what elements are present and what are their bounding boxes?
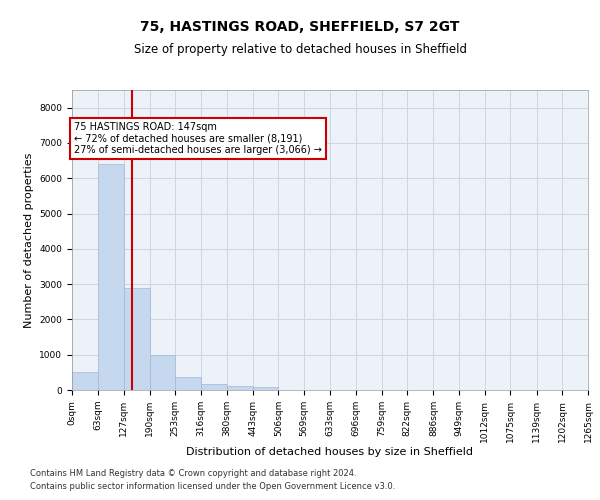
Bar [201,384,227,390]
Text: 75, HASTINGS ROAD, SHEFFIELD, S7 2GT: 75, HASTINGS ROAD, SHEFFIELD, S7 2GT [140,20,460,34]
Bar [98,164,124,390]
Bar [227,386,253,390]
Text: Contains public sector information licensed under the Open Government Licence v3: Contains public sector information licen… [30,482,395,491]
Bar [175,376,201,390]
Bar [253,387,278,390]
Bar [72,372,98,390]
Text: Size of property relative to detached houses in Sheffield: Size of property relative to detached ho… [133,42,467,56]
Bar [149,354,175,390]
X-axis label: Distribution of detached houses by size in Sheffield: Distribution of detached houses by size … [187,448,473,458]
Text: Contains HM Land Registry data © Crown copyright and database right 2024.: Contains HM Land Registry data © Crown c… [30,468,356,477]
Y-axis label: Number of detached properties: Number of detached properties [24,152,34,328]
Bar [124,288,149,390]
Text: 75 HASTINGS ROAD: 147sqm
← 72% of detached houses are smaller (8,191)
27% of sem: 75 HASTINGS ROAD: 147sqm ← 72% of detach… [74,122,322,155]
